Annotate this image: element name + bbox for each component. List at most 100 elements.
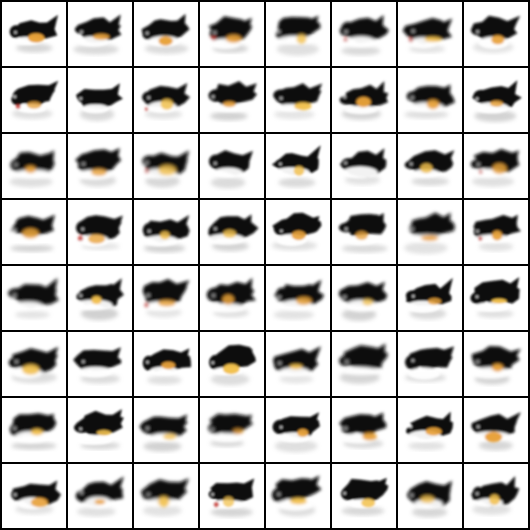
sample-cell <box>200 398 264 462</box>
sample-cell <box>464 2 528 66</box>
bird-sample-image <box>142 150 190 188</box>
bird-sample-image <box>209 344 256 386</box>
bird-sample-image <box>142 348 191 385</box>
bird-sample-image <box>272 412 320 453</box>
sample-cell <box>398 266 462 330</box>
bird-sample-image <box>10 214 55 252</box>
sample-cell <box>332 398 396 462</box>
bird-sample-image <box>142 215 190 253</box>
sample-cell <box>266 200 330 264</box>
bird-sample-image <box>404 84 455 119</box>
sample-cell <box>68 332 132 396</box>
sample-cell <box>68 266 132 330</box>
sample-cell <box>200 464 264 528</box>
bird-sample-image <box>471 476 520 515</box>
sample-cell <box>134 134 198 198</box>
sample-cell <box>332 2 396 66</box>
bird-sample-image <box>76 215 123 250</box>
sample-cell <box>398 332 462 396</box>
bird-sample-image <box>75 476 124 517</box>
bird-sample-image <box>405 277 453 320</box>
bird-sample-image <box>209 150 253 189</box>
sample-cell <box>2 200 66 264</box>
bird-sample-image <box>271 475 322 517</box>
sample-cell <box>134 200 198 264</box>
bird-sample-image <box>273 346 321 384</box>
sample-cell <box>68 2 132 66</box>
sample-cell <box>134 2 198 66</box>
sample-cell <box>332 332 396 396</box>
sample-cell <box>266 332 330 396</box>
sample-cell <box>68 200 132 264</box>
bird-sample-image <box>402 18 453 53</box>
bird-sample-image <box>11 80 59 119</box>
bird-sample-image <box>8 346 59 384</box>
bird-sample-image <box>341 477 389 516</box>
bird-sample-image <box>407 480 453 518</box>
bird-sample-image <box>404 150 455 186</box>
bird-sample-image <box>75 148 122 187</box>
bird-sample-image <box>76 83 123 121</box>
sample-cell <box>332 266 396 330</box>
bird-sample-image <box>339 343 388 384</box>
sample-cell <box>398 464 462 528</box>
bird-sample-image <box>273 279 325 320</box>
sample-cell <box>2 398 66 462</box>
sample-cell <box>68 134 132 198</box>
bird-sample-image <box>9 150 55 188</box>
sample-cell <box>398 2 462 66</box>
bird-sample-image <box>8 278 59 319</box>
bird-sample-image <box>471 412 521 451</box>
bird-sample-image <box>339 412 387 449</box>
sample-cell <box>266 134 330 198</box>
sample-cell <box>200 266 264 330</box>
sample-cell <box>266 266 330 330</box>
sample-cell <box>2 266 66 330</box>
sample-cell <box>398 68 462 132</box>
sample-cell <box>332 464 396 528</box>
bird-sample-image <box>142 83 190 119</box>
sample-cell <box>464 68 528 132</box>
bird-sample-image <box>73 347 122 384</box>
sample-cell <box>332 68 396 132</box>
sample-cell <box>2 464 66 528</box>
bird-sample-image <box>472 80 522 122</box>
sample-cell <box>266 68 330 132</box>
sample-cell <box>266 464 330 528</box>
sample-cell <box>68 464 132 528</box>
sample-cell <box>464 464 528 528</box>
sample-cell <box>464 332 528 396</box>
bird-sample-image <box>206 277 256 318</box>
sample-cell <box>464 134 528 198</box>
bird-sample-image <box>471 15 521 54</box>
bird-sample-image <box>74 278 124 321</box>
bird-sample-image <box>338 281 388 321</box>
sample-cell <box>332 200 396 264</box>
bird-sample-image <box>471 346 521 385</box>
sample-cell <box>200 68 264 132</box>
bird-sample-image <box>406 411 453 451</box>
bird-sample-image <box>139 414 188 452</box>
sample-cell <box>332 134 396 198</box>
bird-sample-image <box>9 14 58 53</box>
bird-sample-image <box>470 149 520 187</box>
sample-cell <box>2 332 66 396</box>
bird-sample-image <box>207 214 259 252</box>
bird-sample-image <box>276 15 321 56</box>
bird-sample-image <box>339 15 389 56</box>
sample-cell <box>200 332 264 396</box>
bird-sample-image <box>73 14 122 55</box>
bird-sample-image <box>473 214 521 252</box>
bird-sample-image <box>404 212 455 254</box>
sample-cell <box>266 398 330 462</box>
sample-cell <box>134 464 198 528</box>
bird-sample-image <box>208 478 255 517</box>
sample-cell <box>464 266 528 330</box>
bird-sample-image <box>141 13 190 54</box>
sample-cell <box>134 266 198 330</box>
sample-cell <box>398 200 462 264</box>
bird-sample-image <box>339 213 388 253</box>
bird-sample-image <box>339 148 387 185</box>
sample-cell <box>134 332 198 396</box>
